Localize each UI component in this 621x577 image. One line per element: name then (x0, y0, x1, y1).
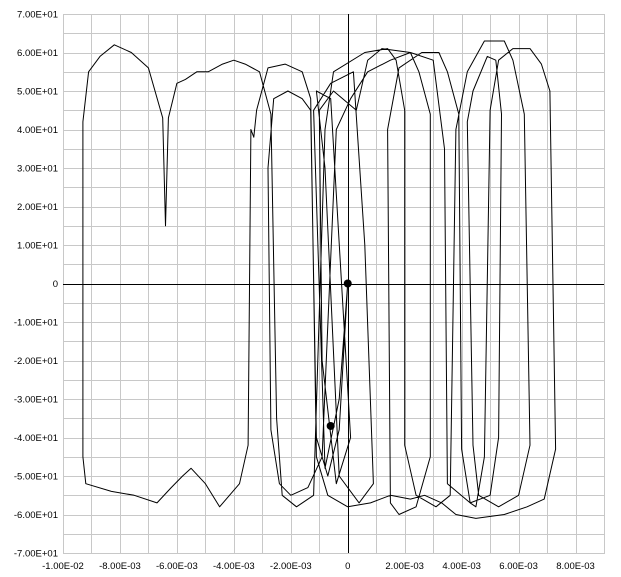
x-tick-label: -6.00E-03 (156, 561, 198, 572)
x-tick-label: -8.00E-03 (99, 561, 141, 572)
x-tick-label: 2.00E-03 (385, 561, 424, 572)
gridlines (63, 14, 605, 554)
x-tick-label: 4.00E-03 (442, 561, 481, 572)
data-series (82, 40, 557, 519)
x-tick-label: -2.00E-03 (270, 561, 312, 572)
y-tick-label: 4.00E+01 (17, 125, 58, 136)
y-tick-label: -1.00E+01 (14, 318, 58, 329)
y-tick-label: 1.00E+01 (17, 241, 58, 252)
y-tick-label: 2.00E+01 (17, 202, 58, 213)
y-tick-labels: 7.00E+01 6.00E+01 5.00E+01 4.00E+01 3.00E+01… (14, 10, 58, 560)
x-tick-label: -4.00E-03 (213, 561, 255, 572)
y-tick-label: -2.00E+01 (14, 356, 58, 367)
data-point-marker (326, 421, 335, 430)
y-tick-label: -6.00E+01 (14, 510, 58, 521)
y-tick-label: -3.00E+01 (14, 395, 58, 406)
y-tick-label: -5.00E+01 (14, 472, 58, 483)
y-tick-label: 5.00E+01 (17, 87, 58, 98)
y-tick-label: 0 (53, 279, 58, 290)
x-tick-label: -1.00E-02 (42, 561, 84, 572)
x-tick-label: 0 (345, 561, 350, 572)
y-tick-label: 3.00E+01 (17, 164, 58, 175)
point-markers (326, 279, 352, 430)
y-tick-label: -4.00E+01 (14, 433, 58, 444)
series-line (82, 40, 557, 519)
x-tick-labels: -1.00E-02 -8.00E-03 -6.00E-03 -4.00E-03 -2.0… (42, 561, 595, 572)
x-tick-label: 8.00E-03 (556, 561, 595, 572)
y-tick-label: 7.00E+01 (17, 10, 58, 21)
y-tick-label: 6.00E+01 (17, 48, 58, 59)
x-tick-label: 6.00E-03 (499, 561, 538, 572)
y-tick-label: -7.00E+01 (14, 549, 58, 560)
data-point-marker (343, 279, 352, 288)
